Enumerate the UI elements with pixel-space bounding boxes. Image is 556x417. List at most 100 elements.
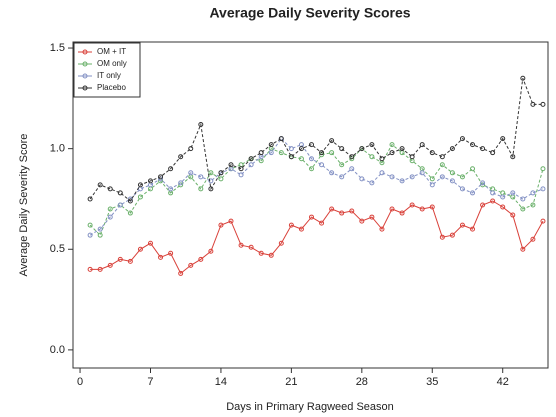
data-point <box>500 136 506 142</box>
data-point <box>147 240 153 246</box>
data-point <box>87 222 93 228</box>
data-point <box>439 162 445 168</box>
data-point <box>399 210 405 216</box>
data-point <box>530 190 536 196</box>
legend-marker <box>82 73 88 79</box>
data-point <box>329 170 335 176</box>
data-point <box>429 150 435 156</box>
data-point <box>127 198 133 204</box>
data-point <box>540 101 546 107</box>
data-point <box>238 172 244 178</box>
data-point <box>409 174 415 180</box>
data-point <box>459 222 465 228</box>
data-point <box>389 150 395 156</box>
data-point <box>208 170 214 176</box>
data-point <box>439 234 445 240</box>
data-point <box>158 174 164 180</box>
data-point <box>238 166 244 172</box>
data-point <box>268 252 274 258</box>
legend-label: Placebo <box>97 83 126 92</box>
y-axis-label: Average Daily Severity Score <box>18 134 30 277</box>
data-point <box>349 154 355 160</box>
data-point <box>470 166 476 172</box>
data-point <box>520 196 526 202</box>
data-point <box>339 162 345 168</box>
data-point <box>470 142 476 148</box>
data-point <box>117 190 123 196</box>
data-point <box>97 182 103 188</box>
series-line <box>89 78 543 202</box>
data-point <box>379 226 385 232</box>
legend: OM + IT OM only IT only Placebo <box>73 42 141 98</box>
data-point <box>510 212 516 218</box>
data-point <box>329 206 335 212</box>
data-point <box>480 146 486 152</box>
data-point <box>339 146 345 152</box>
data-point <box>470 190 476 196</box>
data-point <box>298 146 304 152</box>
data-point <box>449 146 455 152</box>
data-point <box>490 198 496 204</box>
data-point <box>429 204 435 210</box>
data-point <box>208 186 214 192</box>
data-point <box>379 156 385 162</box>
data-point <box>168 166 174 172</box>
data-point <box>117 202 123 208</box>
data-point <box>309 156 315 162</box>
legend-label: OM only <box>97 59 127 68</box>
data-point <box>137 182 143 188</box>
data-point <box>500 194 506 200</box>
data-point <box>490 150 496 156</box>
data-point <box>459 136 465 142</box>
data-point <box>500 204 506 210</box>
data-point <box>339 210 345 216</box>
data-point <box>298 142 304 148</box>
data-point <box>399 178 405 184</box>
data-point <box>409 202 415 208</box>
data-point <box>339 174 345 180</box>
data-point <box>268 142 274 148</box>
data-point <box>278 240 284 246</box>
data-point <box>510 154 516 160</box>
data-point <box>147 178 153 184</box>
data-point <box>228 162 234 168</box>
x-tick-label: 42 <box>497 376 509 388</box>
data-point <box>127 258 133 264</box>
x-tick-label: 35 <box>426 376 438 388</box>
data-point <box>520 206 526 212</box>
data-point <box>329 138 335 144</box>
data-point <box>107 206 113 212</box>
data-point <box>520 246 526 252</box>
data-point <box>389 206 395 212</box>
x-axis-label: Days in Primary Ragweed Season <box>226 401 394 413</box>
data-point <box>258 250 264 256</box>
series-line <box>90 200 544 275</box>
data-point <box>359 146 365 152</box>
data-point <box>97 232 103 238</box>
data-point <box>319 162 325 168</box>
data-point <box>158 254 164 260</box>
data-point <box>439 154 445 160</box>
data-point <box>399 150 405 156</box>
data-point <box>309 214 315 220</box>
data-point <box>309 142 315 148</box>
data-point <box>107 186 113 192</box>
data-point <box>107 262 113 268</box>
data-point <box>399 146 405 152</box>
plot-frame <box>72 41 549 369</box>
chart-title: Average Daily Severity Scores <box>209 5 410 21</box>
data-point <box>369 180 375 186</box>
data-point <box>309 166 315 172</box>
data-point <box>188 146 194 152</box>
data-point <box>530 101 536 107</box>
data-point <box>178 270 184 276</box>
data-point <box>218 222 224 228</box>
data-point <box>198 174 204 180</box>
data-point <box>359 176 365 182</box>
data-point <box>490 186 496 192</box>
data-point <box>188 170 194 176</box>
data-point <box>248 244 254 250</box>
data-point <box>188 262 194 268</box>
data-point <box>419 206 425 212</box>
data-point <box>268 150 274 156</box>
